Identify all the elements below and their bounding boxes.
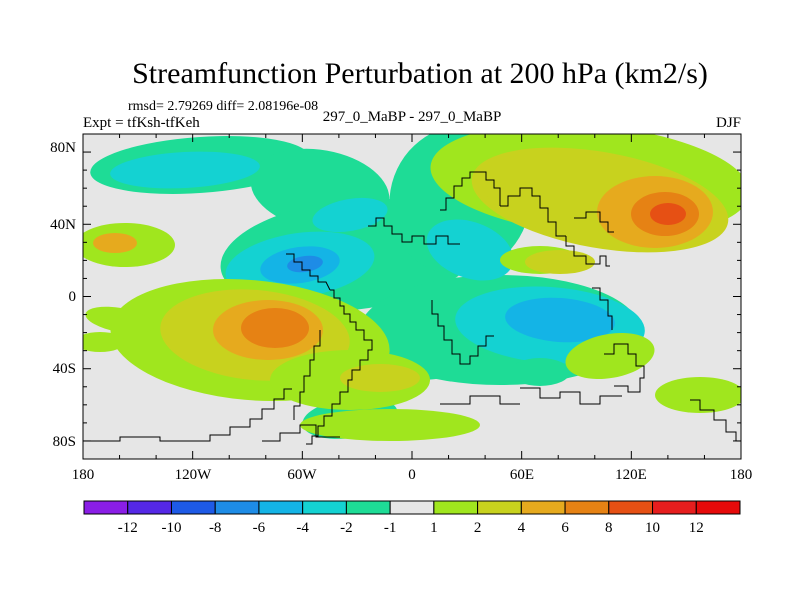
x-tick-labels: 180 120W 60W 0 60E 120E 180 bbox=[72, 467, 753, 483]
colorbar-box bbox=[652, 500, 697, 515]
positive-region bbox=[340, 364, 420, 392]
colorbar-label: -8 bbox=[209, 520, 222, 536]
colorbar-label: -6 bbox=[253, 520, 266, 536]
positive-region bbox=[300, 409, 480, 441]
expt-label: Expt = tfKsh-tfKeh bbox=[83, 115, 200, 131]
colorbar-label: -4 bbox=[296, 520, 309, 536]
colorbar-labels: -12 -10 -8 -6 -4 -2 -1 1 2 4 6 8 10 12 bbox=[118, 520, 704, 536]
map-plot-area bbox=[82, 133, 742, 460]
colorbar-label: 6 bbox=[561, 520, 569, 536]
x-tick-label: 60E bbox=[510, 467, 534, 483]
colorbar-label: 1 bbox=[430, 520, 438, 536]
colorbar-box bbox=[127, 500, 172, 515]
case-label: 297_0_MaBP - 297_0_MaBP bbox=[323, 109, 502, 125]
colorbar-label: 12 bbox=[689, 520, 704, 536]
x-tick-label: 60W bbox=[287, 467, 317, 483]
y-tick-label: 0 bbox=[69, 289, 77, 305]
chart-title: Streamfunction Perturbation at 200 hPa (… bbox=[132, 57, 708, 90]
stats-line: rmsd= 2.79269 diff= 2.08196e-08 bbox=[128, 99, 318, 114]
colorbar-box bbox=[345, 500, 391, 515]
colorbar-label: -2 bbox=[340, 520, 353, 536]
y-tick-label: 40S bbox=[53, 361, 76, 377]
positive-region bbox=[83, 332, 125, 352]
colorbar-box bbox=[564, 500, 610, 515]
y-tick-label: 80N bbox=[50, 140, 76, 156]
negative-region bbox=[287, 255, 323, 273]
colorbar-box bbox=[214, 500, 260, 515]
positive-region bbox=[655, 377, 741, 413]
colorbar-box bbox=[389, 500, 435, 515]
colorbar-label: -1 bbox=[384, 520, 397, 536]
contour-fields bbox=[83, 134, 741, 441]
positive-region bbox=[85, 306, 155, 334]
colorbar bbox=[83, 500, 741, 515]
x-tick-label: 0 bbox=[408, 467, 416, 483]
x-tick-label: 180 bbox=[730, 467, 753, 483]
colorbar-box bbox=[477, 500, 522, 515]
negative-region bbox=[505, 297, 615, 343]
x-tick-label: 120E bbox=[615, 467, 647, 483]
negative-region bbox=[426, 219, 514, 281]
x-tick-label: 180 bbox=[72, 467, 95, 483]
y-tick-label: 80S bbox=[53, 434, 76, 450]
positive-region bbox=[650, 203, 686, 225]
y-tick-label: 40N bbox=[50, 217, 76, 233]
colorbar-label: -12 bbox=[118, 520, 138, 536]
colorbar-box bbox=[170, 500, 216, 515]
season-label: DJF bbox=[716, 115, 741, 131]
colorbar-label: 10 bbox=[645, 520, 660, 536]
axis-ticks bbox=[82, 133, 742, 460]
colorbar-box bbox=[258, 500, 304, 515]
colorbar-box bbox=[433, 500, 479, 515]
colorbar-box bbox=[695, 500, 741, 515]
positive-region bbox=[93, 233, 137, 253]
coastlines bbox=[83, 171, 741, 445]
positive-region bbox=[525, 250, 595, 274]
colorbar-box bbox=[83, 500, 129, 515]
colorbar-label: -10 bbox=[161, 520, 181, 536]
colorbar-box bbox=[608, 500, 654, 515]
positive-region bbox=[241, 308, 309, 348]
positive-region bbox=[565, 332, 655, 380]
colorbar-box bbox=[520, 500, 566, 515]
colorbar-label: 2 bbox=[474, 520, 482, 536]
colorbar-label: 4 bbox=[518, 520, 526, 536]
y-tick-labels: 80N 40N 0 40S 80S bbox=[50, 140, 76, 450]
negative-region bbox=[510, 358, 570, 386]
x-tick-label: 120W bbox=[175, 467, 213, 483]
negative-region bbox=[110, 151, 260, 189]
colorbar-label: 8 bbox=[605, 520, 613, 536]
negative-region bbox=[312, 197, 388, 233]
colorbar-box bbox=[302, 500, 347, 515]
